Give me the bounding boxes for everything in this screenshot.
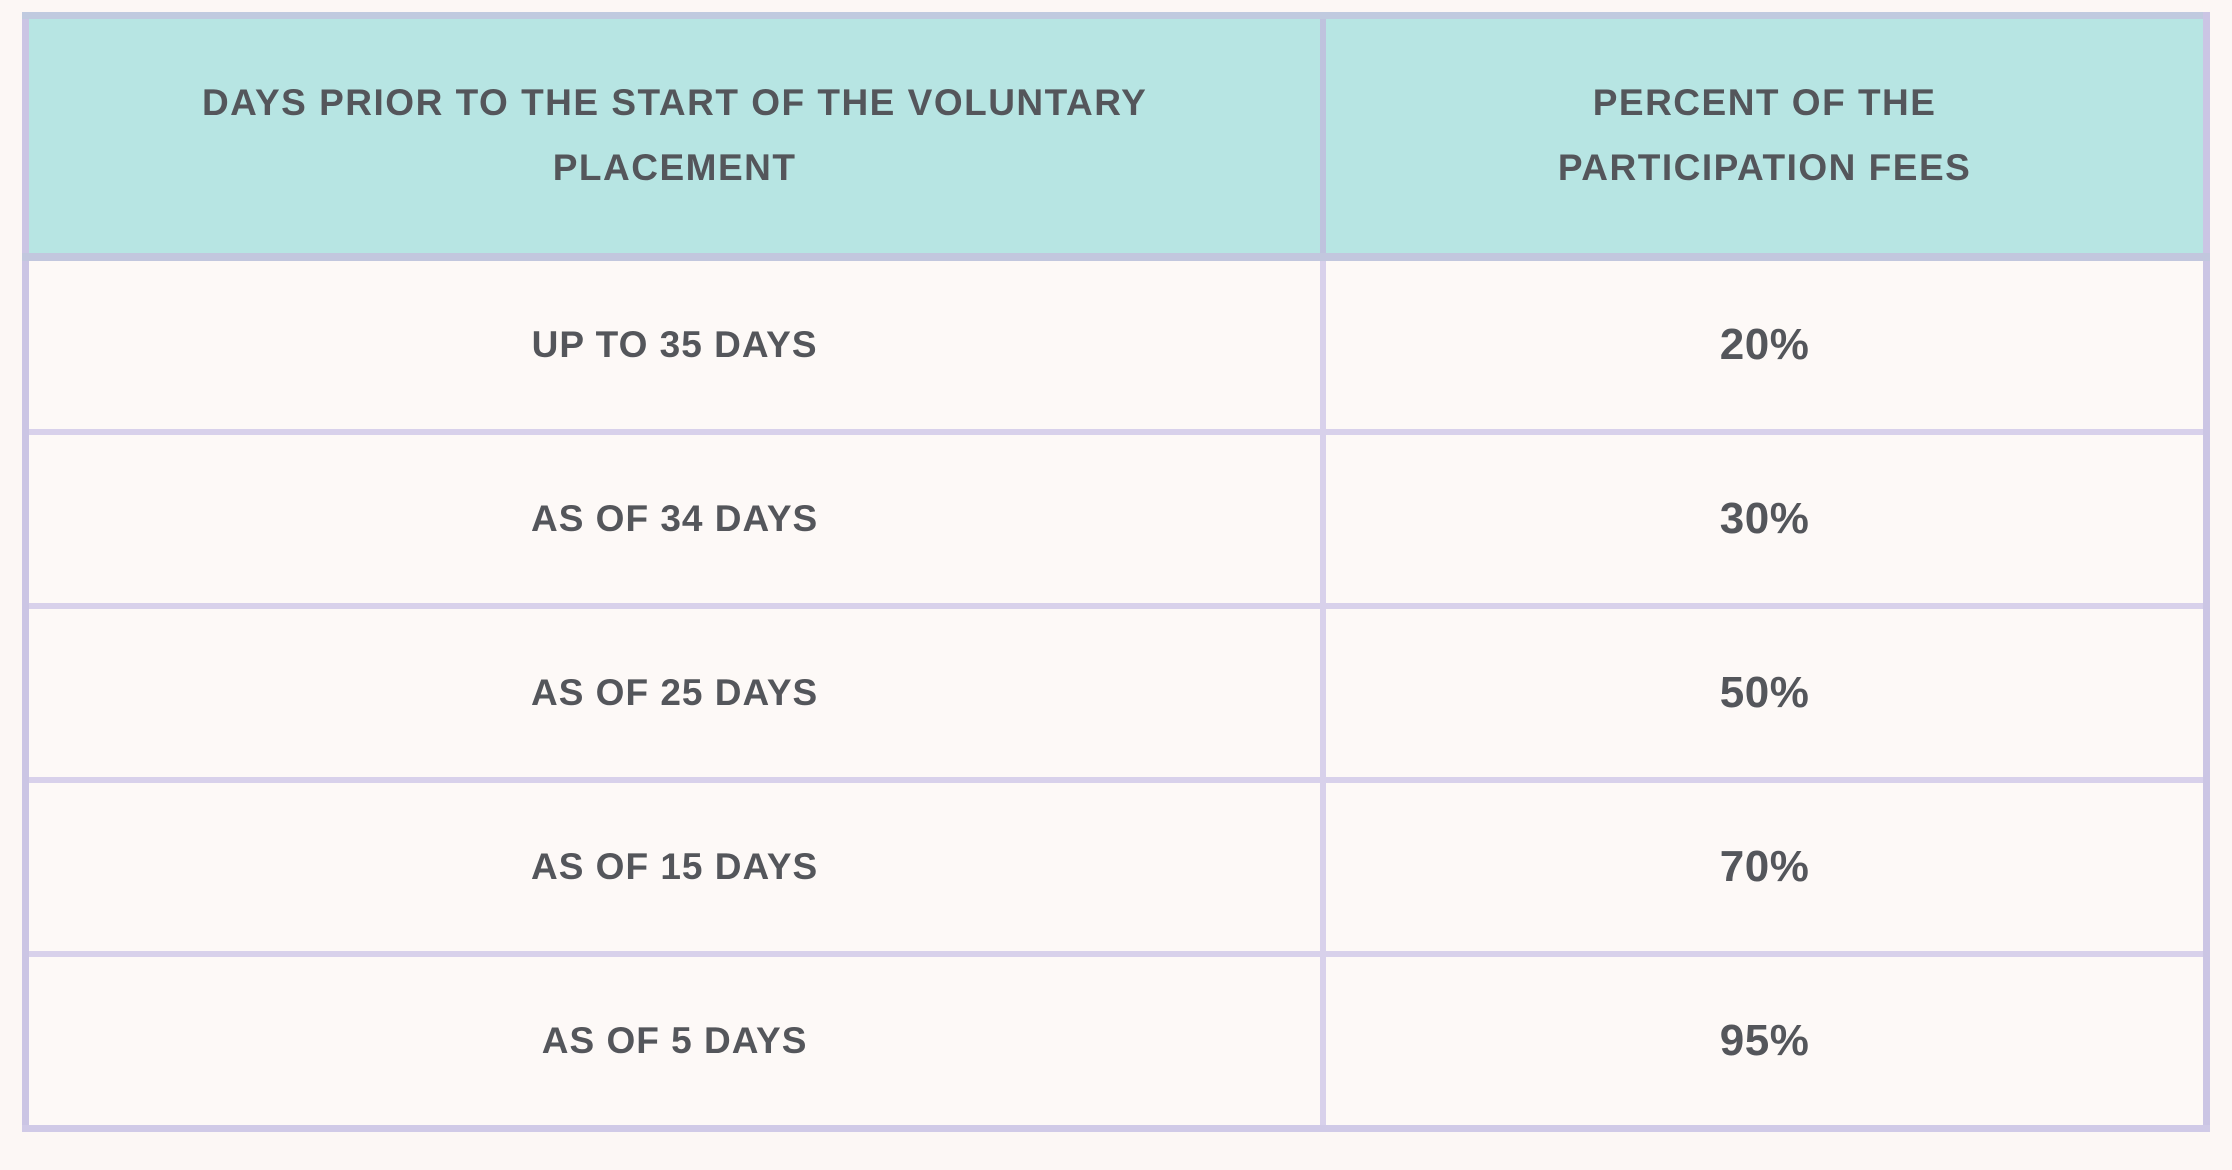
percent-cell: 30% (1320, 429, 2210, 609)
table-header-row: DAYS PRIOR TO THE START OF THE VOLUNTARY… (22, 15, 2210, 261)
days-cell: AS OF 15 DAYS (22, 777, 1327, 957)
days-cell: AS OF 25 DAYS (22, 603, 1327, 783)
table-row: AS OF 15 DAYS 70% (22, 777, 2210, 957)
header-days-prior-column: DAYS PRIOR TO THE START OF THE VOLUNTARY… (22, 15, 1327, 261)
percent-cell: 20% (1320, 254, 2210, 435)
days-cell: AS OF 34 DAYS (22, 429, 1327, 609)
table-row: AS OF 5 DAYS 95% (22, 951, 2210, 1132)
percent-cell: 70% (1320, 777, 2210, 957)
header-percent-fees-column: PERCENT OF THE PARTICIPATION FEES (1320, 15, 2210, 261)
table-row: AS OF 34 DAYS 30% (22, 429, 2210, 609)
percent-cell: 95% (1320, 951, 2210, 1132)
days-cell: AS OF 5 DAYS (22, 951, 1327, 1132)
days-cell: UP TO 35 DAYS (22, 254, 1327, 435)
percent-cell: 50% (1320, 603, 2210, 783)
table-row: AS OF 25 DAYS 50% (22, 603, 2210, 783)
table-row: UP TO 35 DAYS 20% (22, 254, 2210, 435)
participation-fees-table: DAYS PRIOR TO THE START OF THE VOLUNTARY… (22, 12, 2210, 1132)
